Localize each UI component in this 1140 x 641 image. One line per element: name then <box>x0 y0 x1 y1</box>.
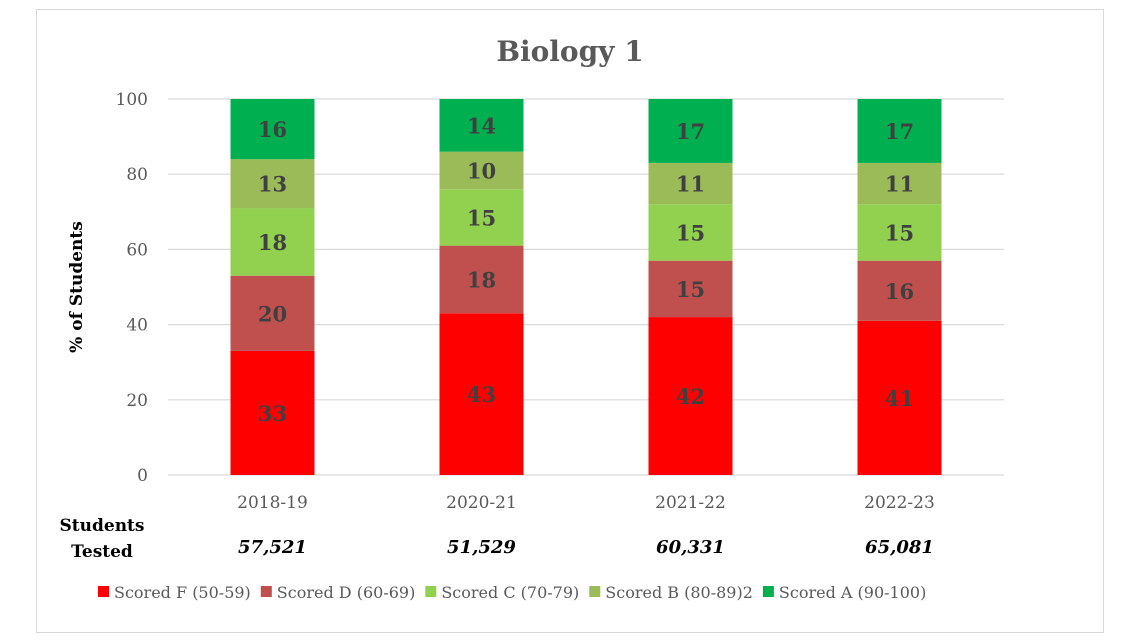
y-axis-ticks: 0 20 40 60 80 100 <box>116 90 148 486</box>
students-tested-label-line1: Students <box>60 516 145 536</box>
bar-segment <box>857 320 942 475</box>
data-label: 11 <box>885 172 914 197</box>
data-label: 15 <box>676 220 705 245</box>
x-axis-ticks: 2018-19 2020-21 2021-22 2022-23 <box>237 493 935 513</box>
y-tick-label: 40 <box>126 316 148 336</box>
data-label: 16 <box>258 117 287 142</box>
bar-segment <box>439 189 524 246</box>
data-label: 15 <box>467 205 496 230</box>
data-label: 17 <box>885 119 914 144</box>
x-tick-label: 2022-23 <box>864 493 935 513</box>
data-label: 33 <box>258 401 287 426</box>
bar-segment <box>857 204 942 261</box>
legend-swatch <box>762 586 774 597</box>
legend-swatch <box>425 586 437 597</box>
students-tested-value: 51,529 <box>447 537 516 558</box>
students-tested-label-line2: Tested <box>71 542 133 562</box>
students-tested-value: 60,331 <box>656 537 725 558</box>
bar-segment <box>439 313 524 475</box>
data-label: 14 <box>467 113 496 138</box>
bar-segment <box>648 260 733 318</box>
students-tested-value: 65,081 <box>865 537 934 558</box>
data-label: 10 <box>467 158 496 183</box>
chart-title: Biology 1 <box>496 35 643 68</box>
data-label: 43 <box>467 382 496 407</box>
legend-entry: Scored C (70-79) <box>441 583 579 602</box>
bar-segment <box>439 245 524 314</box>
data-label: 42 <box>676 384 705 409</box>
data-label: 18 <box>258 230 287 255</box>
data-label: 41 <box>885 386 914 411</box>
bar-segment <box>648 317 733 475</box>
bar-segment <box>857 99 942 163</box>
bar-segment <box>857 162 942 205</box>
data-label: 20 <box>258 301 287 326</box>
data-label: 15 <box>885 220 914 245</box>
y-tick-label: 20 <box>126 391 148 411</box>
y-tick-label: 60 <box>126 240 148 260</box>
legend-entry: Scored F (50-59) <box>114 583 251 602</box>
data-label: 16 <box>885 279 914 304</box>
legend-swatch <box>589 586 601 597</box>
x-tick-label: 2020-21 <box>446 493 517 513</box>
students-tested-value: 57,521 <box>238 537 307 558</box>
bar-segment <box>648 99 733 163</box>
y-tick-label: 80 <box>126 165 148 185</box>
bars: 33 20 18 13 16 43 18 15 10 14 42 15 15 11 17 41 16 15 11 17 <box>230 99 942 475</box>
bar-segment <box>857 260 942 321</box>
bar-segment <box>230 275 315 351</box>
y-tick-label: 0 <box>137 466 148 486</box>
data-label: 15 <box>676 277 705 302</box>
data-label: 17 <box>676 119 705 144</box>
y-axis-label: % of Students <box>67 221 87 353</box>
data-label: 11 <box>676 172 705 197</box>
x-tick-label: 2021-22 <box>655 493 726 513</box>
x-tick-label: 2018-19 <box>237 493 308 513</box>
legend-swatch <box>260 586 272 597</box>
data-label: 13 <box>258 172 287 197</box>
legend-entry: Scored A (90-100) <box>779 583 926 602</box>
legend-entry: Scored B (80-89)2 <box>605 583 753 602</box>
students-tested-values: 57,521 51,529 60,331 65,081 <box>238 537 934 558</box>
data-label: 18 <box>467 267 496 292</box>
bar-segment <box>230 350 315 475</box>
legend: Scored F (50-59) Scored D (60-69) Scored C… <box>98 583 926 602</box>
bar-segment <box>648 162 733 205</box>
legend-entry: Scored D (60-69) <box>277 583 416 602</box>
bar-segment <box>230 208 315 276</box>
bar-segment <box>439 151 524 190</box>
bar-segment <box>648 204 733 261</box>
bar-segment <box>439 99 524 152</box>
bar-segment <box>230 159 315 209</box>
y-tick-label: 100 <box>116 90 148 110</box>
bar-segment <box>230 99 315 160</box>
legend-swatch <box>98 586 109 597</box>
